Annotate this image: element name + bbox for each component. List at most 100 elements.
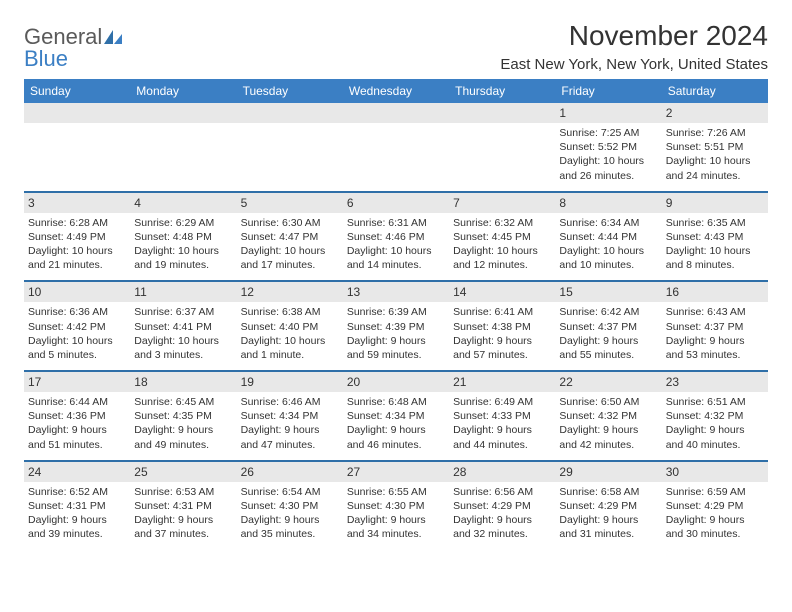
day-sunrise: Sunrise: 6:49 AM [453, 395, 551, 409]
day-sunset: Sunset: 4:39 PM [347, 320, 445, 334]
day-cell: 19Sunrise: 6:46 AMSunset: 4:34 PMDayligh… [237, 372, 343, 461]
day-number: 16 [662, 282, 768, 302]
day-number: 1 [555, 103, 661, 123]
day-cell: 21Sunrise: 6:49 AMSunset: 4:33 PMDayligh… [449, 372, 555, 461]
day-cell: 29Sunrise: 6:58 AMSunset: 4:29 PMDayligh… [555, 462, 661, 550]
day-cell [343, 103, 449, 192]
day-dl1: Daylight: 10 hours [241, 244, 339, 258]
week-row: 24Sunrise: 6:52 AMSunset: 4:31 PMDayligh… [24, 462, 768, 550]
day-dl1: Daylight: 10 hours [666, 244, 764, 258]
day-cell: 1Sunrise: 7:25 AMSunset: 5:52 PMDaylight… [555, 103, 661, 192]
day-sunset: Sunset: 4:30 PM [241, 499, 339, 513]
day-dl2: and 39 minutes. [28, 527, 126, 541]
day-dl2: and 40 minutes. [666, 438, 764, 452]
day-number: 12 [237, 282, 343, 302]
day-sunrise: Sunrise: 6:55 AM [347, 485, 445, 499]
day-number: 9 [662, 193, 768, 213]
day-dl1: Daylight: 9 hours [134, 423, 232, 437]
day-cell: 4Sunrise: 6:29 AMSunset: 4:48 PMDaylight… [130, 193, 236, 282]
dow-sunday: Sunday [24, 79, 130, 103]
day-dl2: and 37 minutes. [134, 527, 232, 541]
day-sunrise: Sunrise: 6:58 AM [559, 485, 657, 499]
day-sunrise: Sunrise: 6:51 AM [666, 395, 764, 409]
day-cell: 9Sunrise: 6:35 AMSunset: 4:43 PMDaylight… [662, 193, 768, 282]
day-dl2: and 53 minutes. [666, 348, 764, 362]
day-number-empty [130, 103, 236, 123]
day-sunrise: Sunrise: 6:36 AM [28, 305, 126, 319]
day-sunset: Sunset: 5:52 PM [559, 140, 657, 154]
day-dl2: and 12 minutes. [453, 258, 551, 272]
day-sunset: Sunset: 4:32 PM [666, 409, 764, 423]
day-number: 30 [662, 462, 768, 482]
day-dl2: and 8 minutes. [666, 258, 764, 272]
day-cell: 27 Sunrise: 6:55 AMSunset: 4:30 PMDayligh… [343, 462, 449, 550]
day-dl1: Daylight: 10 hours [347, 244, 445, 258]
weekday-header-row: Sunday Monday Tuesday Wednesday Thursday… [24, 79, 768, 103]
day-sunrise: Sunrise: 7:26 AM [666, 126, 764, 140]
day-sunrise: Sunrise: 6:28 AM [28, 216, 126, 230]
day-number: 28 [449, 462, 555, 482]
day-sunrise: Sunrise: 6:30 AM [241, 216, 339, 230]
day-number: 21 [449, 372, 555, 392]
day-dl1: Daylight: 10 hours [28, 334, 126, 348]
day-sunset: Sunset: 4:33 PM [453, 409, 551, 423]
day-dl1: Daylight: 10 hours [559, 154, 657, 168]
day-sunrise: Sunrise: 6:52 AM [28, 485, 126, 499]
day-cell: 24 Sunrise: 6:52 AMSunset: 4:31 PMDayligh… [24, 462, 130, 550]
day-dl1: Daylight: 10 hours [28, 244, 126, 258]
day-number: 22 [555, 372, 661, 392]
day-sunset: Sunset: 4:48 PM [134, 230, 232, 244]
day-sunrise: Sunrise: 6:56 AM [453, 485, 551, 499]
day-dl2: and 35 minutes. [241, 527, 339, 541]
day-sunrise: Sunrise: 6:31 AM [347, 216, 445, 230]
day-number: 19 [237, 372, 343, 392]
day-sunset: Sunset: 4:44 PM [559, 230, 657, 244]
day-number: 18 [130, 372, 236, 392]
location-text: East New York, New York, United States [500, 56, 768, 73]
day-number: 23 [662, 372, 768, 392]
day-number: 4 [130, 193, 236, 213]
day-dl2: and 14 minutes. [347, 258, 445, 272]
day-cell: 28 Sunrise: 6:56 AMSunset: 4:29 PMDayligh… [449, 462, 555, 550]
day-sunset: Sunset: 4:31 PM [28, 499, 126, 513]
day-number: 10 [24, 282, 130, 302]
week-row: 3Sunrise: 6:28 AMSunset: 4:49 PMDaylight… [24, 193, 768, 282]
day-sunrise: Sunrise: 6:43 AM [666, 305, 764, 319]
dow-monday: Monday [130, 79, 236, 103]
day-dl1: Daylight: 9 hours [28, 513, 126, 527]
day-cell: 3Sunrise: 6:28 AMSunset: 4:49 PMDaylight… [24, 193, 130, 282]
day-dl1: Daylight: 9 hours [453, 513, 551, 527]
day-sunset: Sunset: 4:32 PM [559, 409, 657, 423]
day-dl2: and 51 minutes. [28, 438, 126, 452]
day-dl2: and 57 minutes. [453, 348, 551, 362]
day-sunset: Sunset: 4:38 PM [453, 320, 551, 334]
day-cell: 17Sunrise: 6:44 AMSunset: 4:36 PMDayligh… [24, 372, 130, 461]
title-block: November 2024 East New York, New York, U… [500, 20, 768, 73]
day-dl1: Daylight: 9 hours [453, 334, 551, 348]
day-sunrise: Sunrise: 6:44 AM [28, 395, 126, 409]
day-sunset: Sunset: 4:29 PM [559, 499, 657, 513]
week-row: 1Sunrise: 7:25 AMSunset: 5:52 PMDaylight… [24, 103, 768, 192]
day-sunrise: Sunrise: 6:50 AM [559, 395, 657, 409]
day-number-empty [237, 103, 343, 123]
day-sunset: Sunset: 4:29 PM [453, 499, 551, 513]
day-sunrise: Sunrise: 6:34 AM [559, 216, 657, 230]
day-dl1: Daylight: 10 hours [134, 244, 232, 258]
day-dl2: and 21 minutes. [28, 258, 126, 272]
day-dl1: Daylight: 9 hours [559, 334, 657, 348]
day-dl1: Daylight: 9 hours [347, 513, 445, 527]
day-dl1: Daylight: 9 hours [241, 513, 339, 527]
month-title: November 2024 [500, 20, 768, 52]
day-sunrise: Sunrise: 6:32 AM [453, 216, 551, 230]
day-number: 24 [24, 462, 130, 482]
day-dl2: and 59 minutes. [347, 348, 445, 362]
day-sunset: Sunset: 4:45 PM [453, 230, 551, 244]
day-cell: 30Sunrise: 6:59 AMSunset: 4:29 PMDayligh… [662, 462, 768, 550]
day-cell: 18Sunrise: 6:45 AMSunset: 4:35 PMDayligh… [130, 372, 236, 461]
day-number: 27 [343, 462, 449, 482]
day-sunset: Sunset: 4:30 PM [347, 499, 445, 513]
day-dl2: and 47 minutes. [241, 438, 339, 452]
day-dl1: Daylight: 9 hours [134, 513, 232, 527]
day-sunset: Sunset: 4:42 PM [28, 320, 126, 334]
day-cell: 16Sunrise: 6:43 AMSunset: 4:37 PMDayligh… [662, 282, 768, 371]
